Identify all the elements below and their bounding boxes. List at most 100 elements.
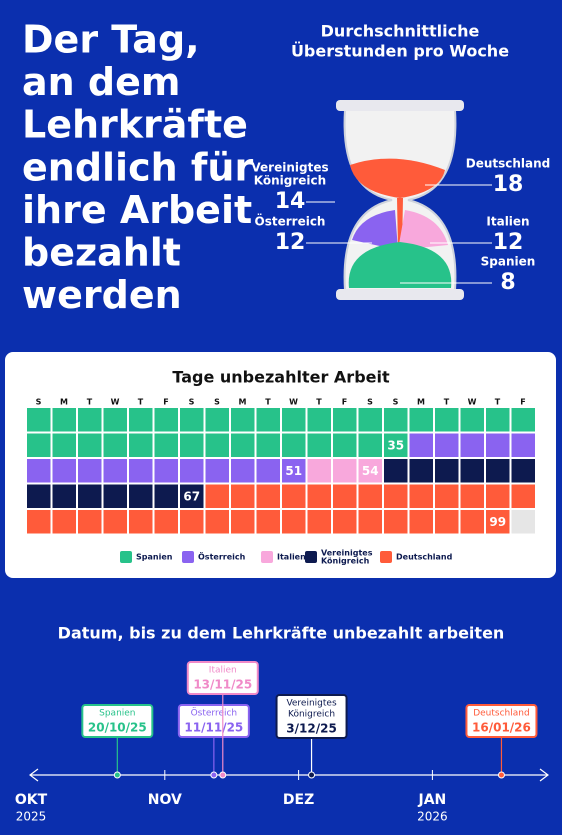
legend-label: Spanien bbox=[136, 553, 173, 562]
day-cell bbox=[52, 484, 76, 508]
day-cell bbox=[511, 484, 535, 508]
day-cell bbox=[27, 484, 51, 508]
hourglass-title: Überstunden pro Woche bbox=[291, 42, 509, 61]
day-cell bbox=[460, 484, 484, 508]
legend-swatch bbox=[305, 551, 317, 563]
day-cell bbox=[358, 459, 382, 483]
day-cell bbox=[231, 510, 255, 534]
day-label: 35 bbox=[387, 439, 404, 453]
headline-line: werden bbox=[22, 273, 182, 317]
event-country: Königreich bbox=[288, 710, 335, 720]
day-cell bbox=[511, 510, 535, 534]
day-cell bbox=[307, 408, 331, 432]
event-date: 11/11/25 bbox=[184, 721, 243, 735]
overtime-value: 18 bbox=[493, 172, 524, 197]
day-cell bbox=[333, 408, 357, 432]
day-cell bbox=[384, 484, 408, 508]
day-cell bbox=[333, 459, 357, 483]
day-cell bbox=[78, 433, 102, 457]
event-date: 3/12/25 bbox=[286, 722, 337, 736]
country-label: Deutschland bbox=[466, 157, 551, 171]
day-cell bbox=[205, 510, 229, 534]
legend-label: Deutschland bbox=[396, 553, 453, 562]
legend-swatch bbox=[261, 551, 273, 563]
day-cell bbox=[409, 510, 433, 534]
day-cell bbox=[256, 408, 280, 432]
day-cell bbox=[78, 484, 102, 508]
day-cell bbox=[384, 433, 408, 457]
day-cell bbox=[358, 408, 382, 432]
event-country: Vereinigtes bbox=[286, 699, 337, 709]
day-cell bbox=[307, 510, 331, 534]
event-country: Spanien bbox=[99, 709, 135, 719]
weekday: S bbox=[36, 398, 42, 407]
day-cell bbox=[358, 433, 382, 457]
day-cell bbox=[180, 459, 204, 483]
day-cell bbox=[103, 459, 127, 483]
year-label: 2025 bbox=[16, 810, 47, 824]
day-cell bbox=[256, 484, 280, 508]
event-dot bbox=[113, 771, 121, 779]
day-cell bbox=[180, 510, 204, 534]
day-cell bbox=[256, 433, 280, 457]
year-label: 2026 bbox=[417, 810, 448, 824]
headline-line: ihre Arbeit bbox=[22, 188, 252, 232]
day-cell bbox=[27, 433, 51, 457]
day-cell bbox=[154, 408, 178, 432]
weekday: F bbox=[520, 398, 525, 407]
calendar-title: Tage unbezahlter Arbeit bbox=[172, 368, 390, 387]
event-box bbox=[177, 704, 250, 738]
day-label: 54 bbox=[362, 464, 379, 478]
weekday: F bbox=[342, 398, 347, 407]
country-label: Italien bbox=[486, 215, 529, 229]
day-cell bbox=[205, 408, 229, 432]
day-cell bbox=[52, 433, 76, 457]
weekday: S bbox=[393, 398, 399, 407]
weekday: T bbox=[316, 398, 322, 407]
legend-label: Italien bbox=[277, 553, 306, 562]
legend-swatch bbox=[182, 551, 194, 563]
hourglass-title: Durchschnittliche bbox=[321, 22, 480, 41]
weekday: M bbox=[60, 398, 68, 407]
event-dot bbox=[308, 771, 316, 779]
legend-label: Österreich bbox=[198, 552, 246, 562]
day-cell bbox=[78, 408, 102, 432]
headline-line: bezahlt bbox=[22, 231, 181, 275]
day-cell bbox=[333, 484, 357, 508]
day-label: 51 bbox=[285, 464, 302, 478]
weekday: T bbox=[87, 398, 93, 407]
event-dot bbox=[497, 771, 505, 779]
day-cell bbox=[307, 459, 331, 483]
legend-swatch bbox=[380, 551, 392, 563]
day-cell bbox=[282, 459, 306, 483]
weekday: S bbox=[367, 398, 373, 407]
event-box bbox=[81, 704, 154, 738]
axis-arrow bbox=[29, 768, 549, 782]
day-cell bbox=[231, 459, 255, 483]
day-cell bbox=[333, 510, 357, 534]
day-label: 99 bbox=[489, 515, 506, 529]
day-cell bbox=[103, 408, 127, 432]
day-cell bbox=[52, 408, 76, 432]
day-cell bbox=[384, 510, 408, 534]
day-cell bbox=[256, 459, 280, 483]
timeline-title: Datum, bis zu dem Lehrkräfte unbezahlt a… bbox=[58, 624, 505, 643]
country-label: Österreich bbox=[255, 214, 326, 229]
day-cell bbox=[154, 510, 178, 534]
day-cell bbox=[307, 433, 331, 457]
legend-swatch bbox=[120, 551, 132, 563]
weekday: W bbox=[111, 398, 120, 407]
weekday: T bbox=[138, 398, 144, 407]
day-cell bbox=[384, 459, 408, 483]
day-label: 67 bbox=[183, 490, 200, 504]
event-dot bbox=[210, 771, 218, 779]
day-cell bbox=[180, 484, 204, 508]
day-cell bbox=[27, 510, 51, 534]
day-cell bbox=[460, 433, 484, 457]
day-cell bbox=[103, 510, 127, 534]
day-cell bbox=[384, 408, 408, 432]
country-label: Vereinigtes bbox=[251, 161, 328, 175]
event-date: 20/10/25 bbox=[88, 721, 147, 735]
